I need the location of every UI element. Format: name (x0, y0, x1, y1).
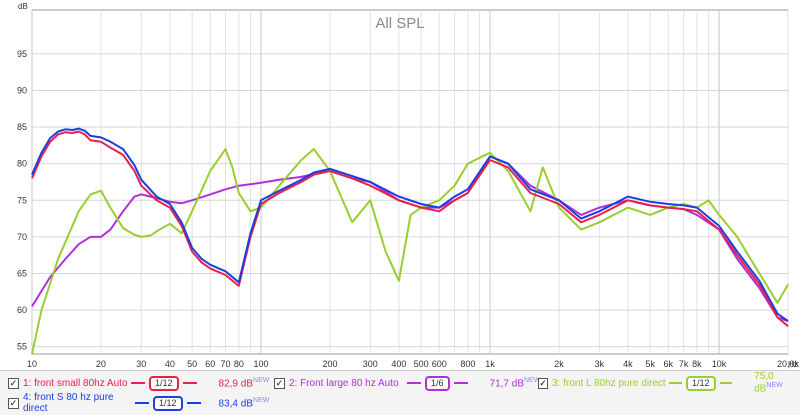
legend-3-smoothing[interactable]: 1/12 (686, 375, 716, 391)
series-line-2 (31, 148, 789, 355)
legend-2-new-badge: NEW (524, 376, 541, 384)
legend-1-label: 1: front small 80hz Auto (23, 377, 128, 389)
y-tick-label: 75 (17, 195, 27, 205)
x-tick-label: 2k (554, 359, 564, 369)
y-tick-label: 60 (17, 305, 27, 315)
y-tick-labels: 55 60 65 70 75 80 85 90 95 (17, 49, 27, 352)
legend-3-checkbox[interactable]: ✓ (538, 377, 549, 389)
legend-item-2[interactable]: ✓ 2: Front large 80 hz Auto 1/6 71,7 dBN… (274, 374, 540, 392)
x-tick-label: 500 (414, 359, 429, 369)
legend-2-checkbox[interactable]: ✓ (274, 377, 285, 389)
x-axis-unit: Hz (788, 360, 798, 369)
legend-4-smoothing[interactable]: 1/12 (153, 395, 183, 411)
x-tick-label: 70 (221, 359, 231, 369)
x-tick-label: 20,0k (777, 359, 800, 369)
series-line-4 (31, 127, 789, 322)
legend-3-label: 3: front L 80hz pure direct (552, 377, 666, 389)
series-line-3 (31, 130, 789, 327)
plot-background (31, 9, 789, 355)
x-tick-label: 600 (432, 359, 447, 369)
x-tick-label: 20 (96, 359, 106, 369)
legend-1-new-badge: NEW (253, 376, 270, 384)
legend-item-3[interactable]: ✓ 3: front L 80hz pure direct 1/12 75,0 … (538, 371, 800, 395)
x-tick-label: 7k (679, 359, 689, 369)
chart-title: All SPL (375, 15, 424, 32)
legend-2-smoothing[interactable]: 1/6 (425, 375, 450, 391)
legend-4-line-swatch-2 (186, 402, 201, 404)
legend-1-line-swatch-2 (182, 382, 197, 384)
x-tick-label: 4k (623, 359, 633, 369)
grid-lines (31, 10, 789, 354)
x-tick-label: 400 (391, 359, 406, 369)
legend-item-1[interactable]: ✓ 1: front small 80hz Auto 1/12 82,9 dBN… (8, 374, 269, 392)
y-tick-label: 65 (17, 268, 27, 278)
y-tick-label: 85 (17, 122, 27, 132)
y-tick-label: 95 (17, 49, 27, 59)
legend-3-line-swatch-2 (719, 382, 733, 384)
y-tick-label: 80 (17, 159, 27, 169)
legend-3-line-swatch (669, 382, 682, 384)
legend-4-checkbox[interactable]: ✓ (8, 397, 19, 409)
legend-3-level: 75,0 dBNEW (754, 371, 783, 395)
legend-3-new-badge: NEW (766, 382, 783, 390)
legend-1-line-swatch (131, 382, 145, 384)
x-tick-label: 40 (165, 359, 175, 369)
x-tick-label: 3k (595, 359, 605, 369)
x-tick-label: 800 (460, 359, 475, 369)
x-tick-label: 30 (136, 359, 146, 369)
x-tick-label: 6k (663, 359, 673, 369)
x-tick-labels: 10 20 30 40 50 60 70 80 100 200 300 400 500 600 800 1k 2… (27, 359, 800, 369)
legend-4-new-badge: NEW (253, 396, 270, 404)
series-lines (31, 127, 789, 355)
legend-1-checkbox[interactable]: ✓ (8, 377, 19, 389)
x-tick-label: 8k (692, 359, 702, 369)
y-axis-unit: dB (18, 2, 28, 11)
x-tick-label: 200 (322, 359, 337, 369)
legend-4-level: 83,4 dBNEW (218, 396, 270, 410)
legend-item-4[interactable]: ✓ 4: front S 80 hz pure direct 1/12 83,4… (8, 392, 270, 414)
legend-2-line-swatch-2 (453, 382, 468, 384)
x-tick-label: 50 (187, 359, 197, 369)
y-tick-label: 55 (17, 342, 27, 352)
legend-4-line-swatch (135, 402, 149, 404)
legend-2-line-swatch (407, 382, 421, 384)
legend-1-smoothing[interactable]: 1/12 (149, 375, 179, 391)
legend-4-label: 4: front S 80 hz pure direct (23, 392, 114, 414)
x-tick-label: 10 (27, 359, 37, 369)
legend-panel: ✓ 1: front small 80hz Auto 1/12 82,9 dBN… (0, 370, 800, 415)
x-tick-label: 100 (254, 359, 269, 369)
x-tick-label: 80 (234, 359, 244, 369)
y-tick-label: 90 (17, 86, 27, 96)
x-tick-label: 60 (205, 359, 215, 369)
x-tick-label: 10k (712, 359, 727, 369)
x-tick-label: 5k (645, 359, 655, 369)
x-tick-label: 300 (363, 359, 378, 369)
x-tick-label: 1k (485, 359, 495, 369)
legend-2-label: 2: Front large 80 hz Auto (289, 377, 399, 389)
legend-1-level: 82,9 dBNEW (218, 376, 270, 390)
y-tick-label: 70 (17, 232, 27, 242)
legend-2-level: 71,7 dBNEW (489, 376, 541, 390)
